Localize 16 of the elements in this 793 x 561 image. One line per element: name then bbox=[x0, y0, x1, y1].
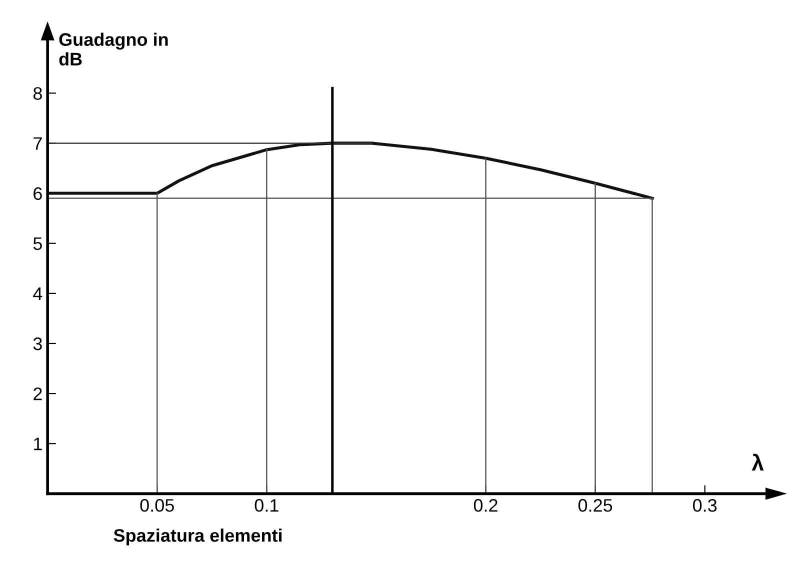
y-tick-label: 7 bbox=[34, 137, 42, 150]
y-tick-label: 5 bbox=[33, 237, 42, 250]
x-tick-label: 0.05 bbox=[140, 499, 174, 512]
x-tick-label: 0.1 bbox=[254, 499, 278, 512]
x-tick-label: 0.3 bbox=[693, 499, 717, 512]
y-axis-title: Guadagno in dB bbox=[59, 32, 168, 66]
annotation: λ bbox=[752, 454, 764, 470]
y-tick-label: 6 bbox=[34, 187, 42, 200]
x-tick-label: 0.25 bbox=[578, 499, 612, 512]
y-tick-label: 8 bbox=[33, 87, 42, 100]
x-axis-title: Spaziatura elementi bbox=[114, 528, 282, 546]
y-tick-label: 2 bbox=[34, 387, 42, 400]
y-tick-label: 4 bbox=[33, 288, 42, 300]
x-tick-label: 0.2 bbox=[474, 499, 498, 512]
y-tick-label: 3 bbox=[33, 337, 42, 350]
y-tick-label: 1 bbox=[34, 438, 42, 450]
